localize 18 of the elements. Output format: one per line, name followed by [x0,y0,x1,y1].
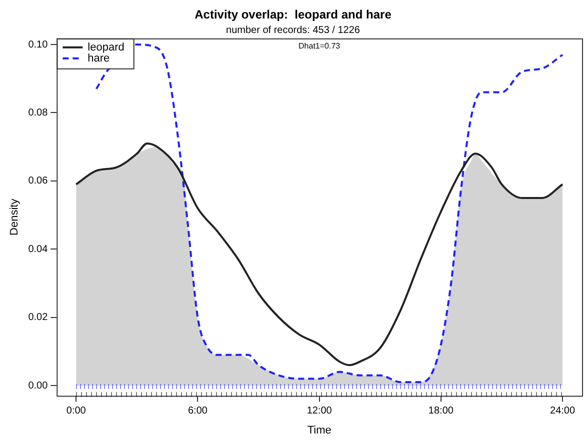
x-tick-label: 24:00 [550,406,576,417]
x-tick-label: 6:00 [188,406,208,417]
y-tick-label: 0.00 [28,380,48,392]
annotation: Dhat1=0.73 [298,41,341,50]
y-tick-label: 0.10 [28,39,48,50]
chart-subtitle: number of records: 453 / 1226 [226,25,360,36]
y-tick-label: 0.04 [28,244,48,255]
legend-label: hare [88,52,110,64]
x-tick-label: 0:00 [66,406,86,417]
y-tick-label: 0.08 [28,107,48,118]
y-axis-title: Density [8,198,21,236]
y-tick-label: 0.02 [28,312,48,324]
y-tick-label: 0.06 [28,176,48,187]
x-tick-label: 18:00 [428,406,454,417]
chart-title: Activity overlap: leopard and hare [194,8,392,22]
legend-label: leopard [88,41,124,54]
x-axis-title: Time [307,424,332,436]
x-tick-label: 12:00 [306,406,332,417]
